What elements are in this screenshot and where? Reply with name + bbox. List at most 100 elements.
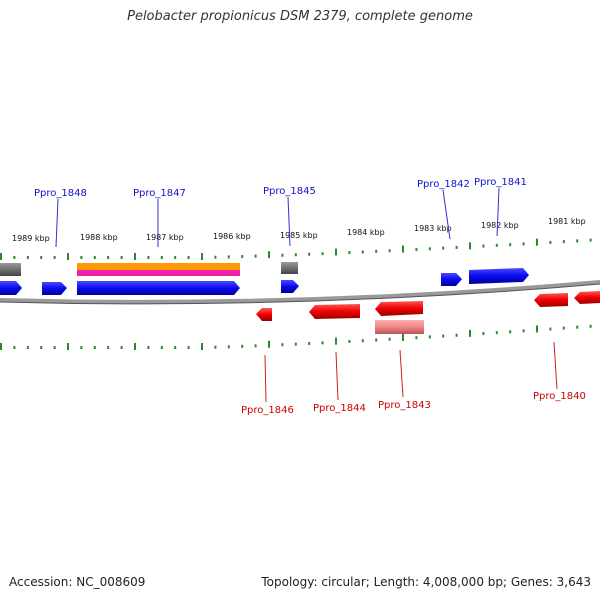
genome-backbone xyxy=(0,280,600,304)
gene-label-ppro-1841[interactable]: Ppro_1841 xyxy=(474,177,527,188)
minor-tick xyxy=(589,238,592,242)
minor-tick xyxy=(375,338,378,342)
gene-label-ppro-1843[interactable]: Ppro_1843 xyxy=(378,400,431,411)
kbp-label: 1986 kbp xyxy=(213,232,251,241)
minor-tick xyxy=(388,249,391,253)
minor-tick xyxy=(361,250,364,254)
minor-tick xyxy=(388,337,391,341)
kbp-label: 1985 kbp xyxy=(280,231,318,240)
minor-tick xyxy=(495,331,498,335)
gray-feature xyxy=(0,263,21,276)
gene-leader-line xyxy=(442,189,451,240)
minor-tick xyxy=(160,256,163,259)
minor-tick xyxy=(147,256,150,259)
minor-tick xyxy=(308,252,311,256)
reverse-gene-arrow[interactable] xyxy=(534,293,568,307)
major-tick xyxy=(402,245,404,253)
minor-tick xyxy=(174,346,177,349)
reverse-gene-arrow[interactable] xyxy=(256,308,272,321)
minor-tick xyxy=(482,332,485,336)
minor-tick xyxy=(174,256,177,259)
minor-tick xyxy=(107,346,110,349)
minor-tick xyxy=(40,346,43,349)
reverse-gene-arrow[interactable] xyxy=(375,301,423,316)
minor-tick xyxy=(549,240,552,244)
minor-tick xyxy=(187,256,190,259)
minor-tick xyxy=(281,343,284,347)
major-tick xyxy=(335,248,337,256)
minor-tick xyxy=(428,335,431,339)
gene-leader-line xyxy=(553,341,558,390)
minor-tick xyxy=(254,254,257,258)
minor-tick xyxy=(549,327,552,331)
minor-tick xyxy=(375,249,378,253)
major-tick xyxy=(536,325,538,333)
kbp-label: 1982 kbp xyxy=(481,221,519,230)
gene-leader-line xyxy=(496,187,500,237)
minor-tick xyxy=(26,346,29,349)
minor-tick xyxy=(13,256,16,259)
reverse-gene-arrow[interactable] xyxy=(309,304,360,319)
minor-tick xyxy=(455,245,458,249)
minor-tick xyxy=(281,253,284,257)
minor-tick xyxy=(40,256,43,259)
gene-label-ppro-1842[interactable]: Ppro_1842 xyxy=(417,179,470,190)
minor-tick xyxy=(321,252,324,256)
minor-tick xyxy=(241,255,244,259)
reverse-gene-arrow[interactable] xyxy=(574,291,600,304)
minor-tick xyxy=(509,330,512,334)
gene-leader-line xyxy=(335,351,339,401)
minor-tick xyxy=(348,251,351,255)
major-tick xyxy=(134,343,136,350)
minor-tick xyxy=(576,239,579,243)
major-tick xyxy=(469,242,471,250)
minor-tick xyxy=(522,329,525,333)
major-tick xyxy=(335,337,337,345)
magenta-feature-bar xyxy=(77,270,240,276)
minor-tick xyxy=(26,256,29,259)
kbp-label: 1987 kbp xyxy=(146,233,184,242)
minor-tick xyxy=(321,341,324,345)
gene-leader-line xyxy=(287,196,291,247)
minor-tick xyxy=(442,246,445,250)
minor-tick xyxy=(308,341,311,345)
major-tick xyxy=(67,253,69,260)
minor-tick xyxy=(294,253,297,257)
forward-gene-arrow[interactable] xyxy=(281,280,299,293)
gene-leader-line xyxy=(264,354,267,403)
gene-label-ppro-1848[interactable]: Ppro_1848 xyxy=(34,188,87,199)
minor-tick xyxy=(93,256,96,259)
orange-feature-bar xyxy=(77,263,240,270)
gene-label-ppro-1844[interactable]: Ppro_1844 xyxy=(313,403,366,414)
minor-tick xyxy=(107,256,110,259)
minor-tick xyxy=(227,255,230,259)
forward-gene-arrow[interactable] xyxy=(441,273,462,286)
gene-label-ppro-1847[interactable]: Ppro_1847 xyxy=(133,188,186,199)
accession-text: Accession: NC_008609 xyxy=(9,575,146,589)
forward-gene-arrow[interactable] xyxy=(0,281,22,295)
gene-label-ppro-1845[interactable]: Ppro_1845 xyxy=(263,186,316,197)
minor-tick xyxy=(442,334,445,338)
minor-tick xyxy=(495,243,498,247)
minor-tick xyxy=(53,346,56,349)
gene-label-ppro-1846[interactable]: Ppro_1846 xyxy=(241,405,294,416)
minor-tick xyxy=(294,342,297,346)
minor-tick xyxy=(160,346,163,349)
forward-gene-arrow[interactable] xyxy=(77,281,240,295)
forward-gene-arrow[interactable] xyxy=(469,268,529,284)
lower-tick-row xyxy=(0,324,592,350)
gene-label-ppro-1840[interactable]: Ppro_1840 xyxy=(533,391,586,402)
minor-tick xyxy=(13,346,16,349)
major-tick xyxy=(402,333,404,341)
minor-tick xyxy=(576,325,579,329)
minor-tick xyxy=(562,326,565,330)
minor-tick xyxy=(227,345,230,349)
gene-leader-line xyxy=(399,349,404,398)
kbp-label: 1983 kbp xyxy=(414,224,452,233)
major-tick xyxy=(67,343,69,350)
minor-tick xyxy=(53,256,56,259)
forward-gene-arrow[interactable] xyxy=(42,282,67,295)
minor-tick xyxy=(187,346,190,349)
